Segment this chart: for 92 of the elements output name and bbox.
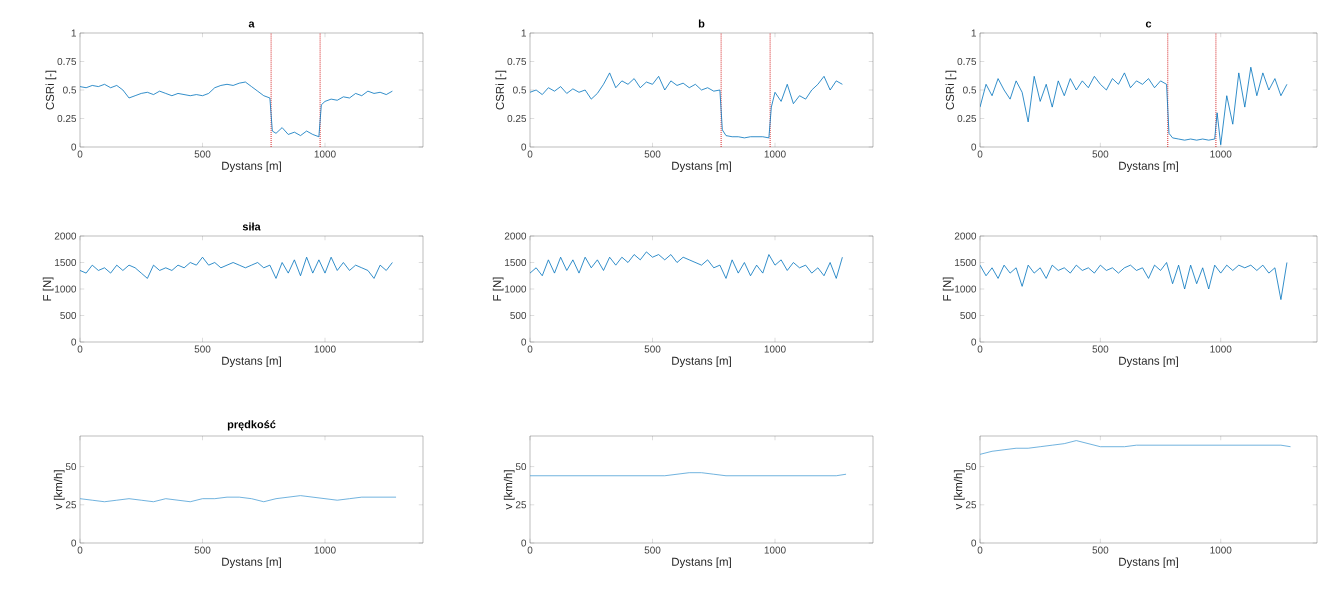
y-tick-label: 1500 (505, 258, 527, 267)
x-tick-label: 0 (977, 546, 983, 554)
y-axis-title: v [km/h] (503, 470, 515, 510)
x-tick-label: 0 (977, 345, 983, 353)
y-axis-title: F [N] (942, 277, 954, 301)
chart-title: a (248, 21, 255, 28)
x-tick-label: 1000 (314, 546, 336, 554)
x-tick-label: 1000 (314, 345, 336, 353)
line-series (980, 66, 1288, 146)
x-tick-label: 0 (977, 150, 983, 158)
x-tick-label: 500 (644, 345, 661, 353)
x-tick-label: 500 (1092, 345, 1109, 353)
y-tick-label: 1 (71, 29, 76, 37)
y-axis-title: F [N] (42, 277, 54, 301)
y-tick-label: 50 (65, 463, 77, 471)
y-tick-label: 1500 (955, 258, 977, 267)
y-tick-label: 0 (71, 143, 77, 151)
y-tick-label: 25 (515, 501, 527, 509)
x-axis-title: Dystans [m] (1119, 557, 1178, 569)
x-tick-label: 1000 (1210, 150, 1232, 158)
y-tick-label: 1000 (55, 285, 77, 293)
y-tick-label: 0.75 (957, 57, 977, 66)
x-tick-label: 0 (527, 546, 533, 554)
y-tick-label: 1500 (55, 258, 77, 267)
y-tick-label: 50 (515, 463, 527, 471)
x-tick-label: 1000 (764, 345, 786, 353)
x-tick-label: 1000 (1210, 345, 1232, 353)
x-axis-title: Dystans [m] (222, 356, 281, 368)
y-tick-label: 500 (510, 311, 527, 320)
x-tick-label: 1000 (314, 150, 336, 158)
y-tick-label: 25 (965, 501, 977, 509)
y-tick-label: 0 (971, 539, 977, 547)
y-axis-title: F [N] (492, 277, 504, 301)
y-axis-title: v [km/h] (953, 470, 965, 510)
x-tick-label: 0 (527, 345, 533, 353)
chart-title: siła (242, 222, 261, 231)
x-axis-title: Dystans [m] (672, 356, 731, 368)
x-tick-label: 500 (644, 546, 661, 554)
y-tick-label: 0.5 (963, 86, 977, 94)
chart-title: prędkość (227, 420, 276, 431)
x-axis-title: Dystans [m] (672, 161, 731, 173)
y-tick-label: 0 (971, 338, 977, 346)
y-tick-label: 25 (65, 501, 77, 509)
x-axis-title: Dystans [m] (672, 557, 731, 569)
x-tick-label: 0 (77, 345, 83, 353)
x-tick-label: 500 (644, 150, 661, 158)
y-axis-title: CSRi [-] (945, 70, 957, 110)
y-tick-label: 2000 (954, 232, 977, 240)
y-tick-label: 0.5 (513, 86, 527, 94)
y-tick-label: 0.75 (507, 57, 527, 66)
y-tick-label: 0 (971, 143, 977, 151)
y-tick-label: 1000 (955, 285, 977, 293)
x-tick-label: 500 (1092, 546, 1109, 554)
y-tick-label: 0.25 (957, 114, 977, 123)
y-tick-label: 0 (71, 539, 77, 547)
y-axis-title: v [km/h] (53, 470, 65, 510)
x-tick-label: 1000 (764, 546, 786, 554)
y-tick-label: 0 (521, 338, 527, 346)
y-tick-label: 2000 (504, 232, 527, 240)
x-tick-label: 0 (527, 150, 533, 158)
x-axis-title: Dystans [m] (222, 557, 281, 569)
x-tick-label: 0 (77, 546, 83, 554)
x-tick-label: 500 (194, 345, 211, 353)
y-axis-title: CSRi [-] (495, 70, 507, 110)
x-tick-label: 500 (1092, 150, 1109, 158)
x-axis-title: Dystans [m] (1119, 356, 1178, 368)
y-tick-label: 0.25 (57, 114, 77, 123)
chart-title: c (1145, 21, 1152, 28)
y-axis-title: CSRi [-] (45, 70, 57, 110)
line-series (980, 262, 1288, 301)
y-tick-label: 0.5 (63, 86, 77, 94)
x-axis-title: Dystans [m] (1119, 161, 1178, 173)
y-tick-label: 1 (971, 29, 977, 37)
x-tick-label: 1000 (764, 150, 786, 158)
y-tick-label: 1000 (505, 285, 527, 293)
y-tick-label: 0.25 (507, 114, 527, 123)
y-tick-label: 0 (71, 338, 77, 346)
x-tick-label: 500 (194, 150, 211, 158)
y-tick-label: 0.75 (57, 57, 77, 66)
x-tick-label: 0 (77, 150, 83, 158)
y-tick-label: 2000 (54, 232, 77, 240)
y-tick-label: 1 (521, 29, 527, 37)
x-tick-label: 1000 (1210, 546, 1232, 554)
y-tick-label: 500 (60, 311, 77, 320)
x-axis-title: Dystans [m] (222, 161, 281, 173)
y-tick-label: 500 (960, 311, 977, 320)
line-series (80, 256, 393, 279)
chart-title: b (698, 19, 705, 28)
y-tick-label: 50 (965, 463, 977, 471)
y-tick-label: 0 (521, 539, 527, 547)
y-tick-label: 0 (521, 143, 527, 151)
x-tick-label: 500 (194, 546, 211, 554)
